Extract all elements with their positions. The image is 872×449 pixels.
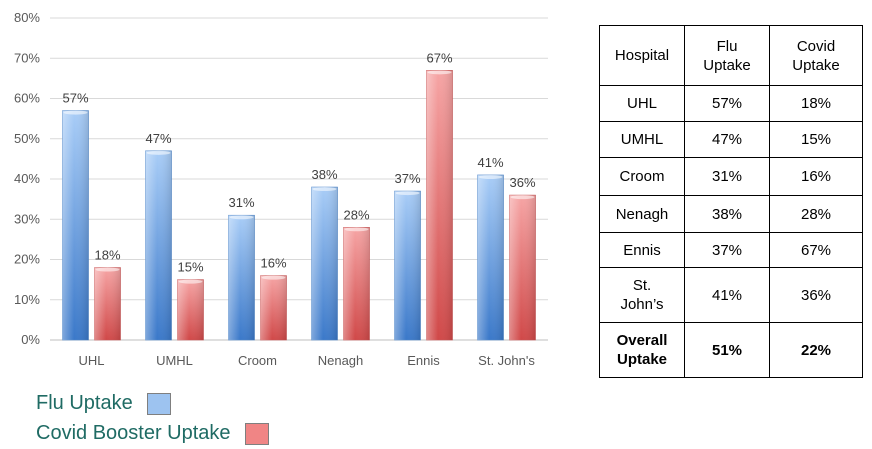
data-label-covid: 15% xyxy=(177,260,203,275)
data-label-covid: 36% xyxy=(509,175,535,190)
x-tick-label: UMHL xyxy=(156,353,193,368)
data-label-flu: 31% xyxy=(228,195,254,210)
table-cell: 31% xyxy=(684,157,770,196)
bar-highlight xyxy=(477,174,504,340)
table-cell-overall: 51% xyxy=(684,322,770,378)
bar-highlight xyxy=(311,187,338,340)
y-tick-label: 10% xyxy=(14,292,40,307)
x-tick-label: UHL xyxy=(78,353,104,368)
legend-item-covid: Covid Booster Uptake xyxy=(36,422,269,445)
data-label-covid: 18% xyxy=(94,248,120,263)
legend-swatch-flu xyxy=(146,392,171,415)
bar-cap xyxy=(178,279,203,284)
y-tick-label: 70% xyxy=(14,50,40,65)
table-cell: 37% xyxy=(684,232,770,268)
x-tick-label: Nenagh xyxy=(318,353,364,368)
table-cell: 16% xyxy=(769,157,863,196)
table-cell: 18% xyxy=(769,85,863,122)
table-cell: Nenagh xyxy=(599,195,685,233)
table-cell: 36% xyxy=(769,267,863,323)
legend-item-flu: Flu Uptake xyxy=(36,392,171,415)
y-tick-label: 60% xyxy=(14,91,40,106)
bar-highlight xyxy=(94,267,121,340)
table-cell: UMHL xyxy=(599,121,685,158)
bar-cap xyxy=(63,110,88,115)
bar-cap xyxy=(344,227,369,232)
bar-cap xyxy=(478,174,503,179)
table-overall-row: Overall Uptake 51% 22% xyxy=(599,322,863,378)
data-label-flu: 47% xyxy=(145,131,171,146)
data-label-covid: 67% xyxy=(426,50,452,65)
table-header-row: Hospital Flu Uptake Covid Uptake xyxy=(599,25,863,86)
bar-highlight xyxy=(62,110,89,340)
bar-highlight xyxy=(260,275,287,340)
bar-highlight xyxy=(394,191,421,340)
table-cell: 67% xyxy=(769,232,863,268)
data-label-covid: 28% xyxy=(343,207,369,222)
bar-cap xyxy=(427,70,452,75)
data-label-flu: 41% xyxy=(477,155,503,170)
bar-highlight xyxy=(509,195,536,340)
bar-cap xyxy=(229,215,254,220)
table-cell: Croom xyxy=(599,157,685,196)
table-cell: 57% xyxy=(684,85,770,122)
y-tick-label: 80% xyxy=(14,10,40,25)
table-row: Ennis 37% 67% xyxy=(599,232,863,268)
y-tick-label: 30% xyxy=(14,211,40,226)
table-cell: 38% xyxy=(684,195,770,233)
table-row: UMHL 47% 15% xyxy=(599,121,863,158)
table-cell: 47% xyxy=(684,121,770,158)
table-row: UHL 57% 18% xyxy=(599,85,863,122)
data-label-flu: 38% xyxy=(311,167,337,182)
header-flu-uptake: Flu Uptake xyxy=(684,25,770,86)
bar-cap xyxy=(261,275,286,280)
bar-highlight xyxy=(145,150,172,340)
bar-highlight xyxy=(228,215,255,340)
x-tick-label: St. John's xyxy=(478,353,535,368)
bar-highlight xyxy=(426,70,453,340)
bar-cap xyxy=(95,267,120,272)
y-tick-label: 50% xyxy=(14,131,40,146)
table-cell-overall: 22% xyxy=(769,322,863,378)
bar-highlight xyxy=(343,227,370,340)
legend-label-covid: Covid Booster Uptake xyxy=(36,422,231,444)
bar-cap xyxy=(146,150,171,155)
uptake-table: Hospital Flu Uptake Covid Uptake UHL 57%… xyxy=(599,25,863,378)
table-cell-overall: Overall Uptake xyxy=(599,322,685,378)
x-tick-label: Ennis xyxy=(407,353,440,368)
bar-chart: 0% 10% 20% 30% 40% 50% 60% 70% 80% 57% 18% 47% 15% 3… xyxy=(14,10,548,368)
table-row: Nenagh 38% 28% xyxy=(599,195,863,233)
bar-cap xyxy=(510,195,535,200)
legend-label-flu: Flu Uptake xyxy=(36,392,133,414)
data-label-flu: 37% xyxy=(394,171,420,186)
x-tick-label: Croom xyxy=(238,353,277,368)
table-cell: St. John’s xyxy=(599,267,685,323)
y-tick-label: 20% xyxy=(14,252,40,267)
table-cell: 41% xyxy=(684,267,770,323)
table-row: St. John’s 41% 36% xyxy=(599,267,863,323)
header-hospital: Hospital xyxy=(599,25,685,86)
y-tick-label: 0% xyxy=(21,332,40,347)
bar-cap xyxy=(312,187,337,192)
table-row: Croom 31% 16% xyxy=(599,157,863,196)
bar-highlight xyxy=(177,279,204,340)
table-cell: UHL xyxy=(599,85,685,122)
table-cell: 15% xyxy=(769,121,863,158)
data-label-covid: 16% xyxy=(260,256,286,271)
table-cell: Ennis xyxy=(599,232,685,268)
bar-cap xyxy=(395,191,420,196)
header-covid-uptake: Covid Uptake xyxy=(769,25,863,86)
table-cell: 28% xyxy=(769,195,863,233)
y-tick-label: 40% xyxy=(14,171,40,186)
legend-swatch-covid xyxy=(244,422,269,445)
data-label-flu: 57% xyxy=(62,91,88,106)
